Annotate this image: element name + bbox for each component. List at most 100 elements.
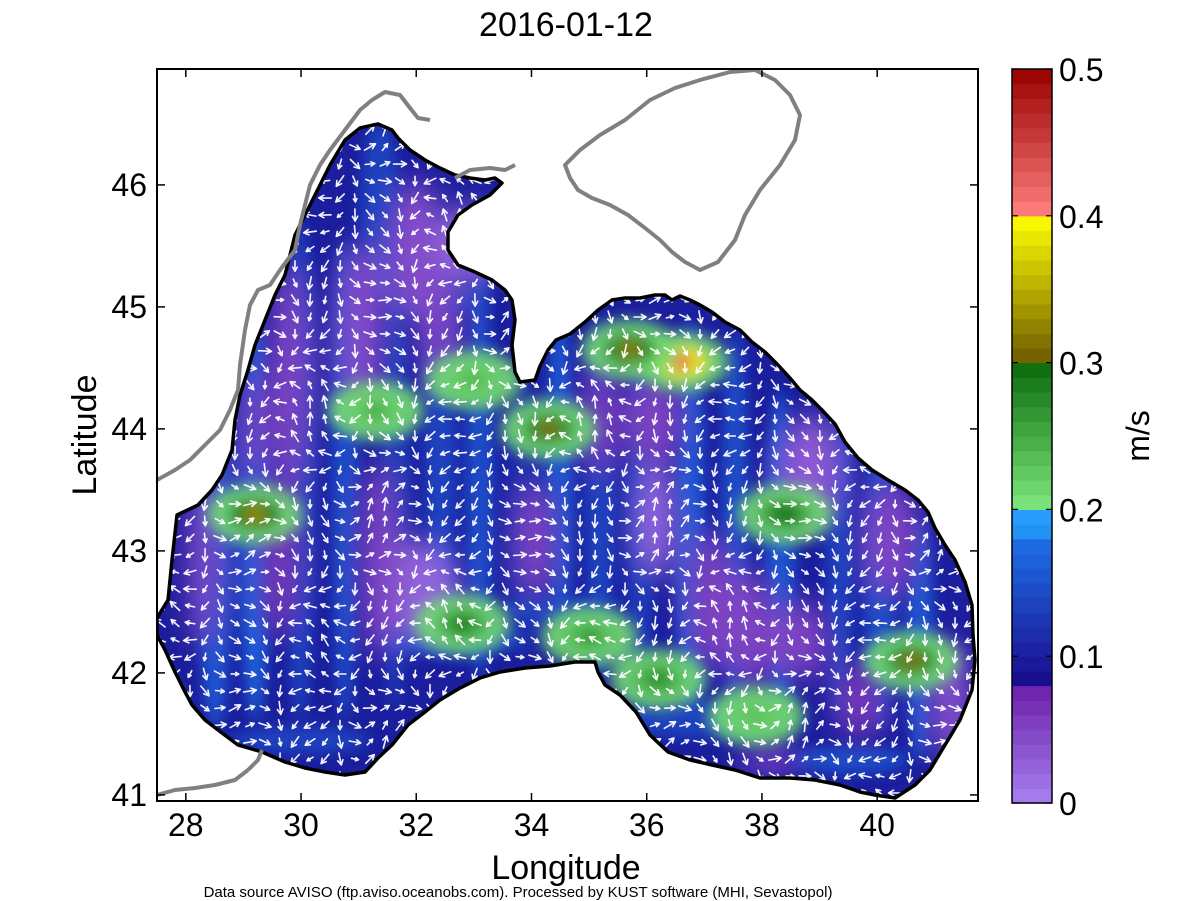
velocity-arrow <box>532 312 538 322</box>
velocity-arrow <box>216 395 223 409</box>
velocity-arrow <box>951 632 959 648</box>
velocity-arrow <box>348 551 362 559</box>
velocity-arrow <box>184 380 196 390</box>
velocity-arrow <box>769 500 781 508</box>
velocity-arrow <box>516 279 524 287</box>
velocity-arrow <box>364 721 376 729</box>
velocity-arrow <box>442 702 449 714</box>
velocity-arrow <box>487 499 493 509</box>
velocity-arrow <box>321 430 329 442</box>
velocity-arrow <box>602 364 618 372</box>
velocity-arrow <box>604 636 616 643</box>
velocity-arrow <box>531 224 539 240</box>
velocity-arrow <box>757 499 763 509</box>
velocity-arrow <box>214 551 226 559</box>
velocity-arrow <box>784 125 796 135</box>
velocity-arrow <box>573 772 587 780</box>
velocity-arrow <box>515 243 525 255</box>
velocity-arrow <box>832 565 839 579</box>
velocity-arrow <box>921 158 929 170</box>
velocity-arrow <box>785 566 795 578</box>
velocity-arrow <box>335 654 345 660</box>
velocity-arrow <box>169 432 181 440</box>
velocity-arrow <box>529 482 541 492</box>
velocity-arrow <box>498 755 512 763</box>
velocity-arrow <box>755 569 765 575</box>
velocity-arrow <box>875 159 885 169</box>
velocity-arrow <box>620 501 630 507</box>
velocity-arrow <box>512 500 528 508</box>
velocity-arrow <box>231 484 239 490</box>
velocity-arrow <box>515 654 525 660</box>
colorbar-tick-label: 0.4 <box>1059 199 1103 235</box>
velocity-arrow <box>902 517 918 525</box>
velocity-arrow <box>412 430 419 442</box>
velocity-arrow <box>933 738 947 745</box>
velocity-arrow <box>277 345 284 357</box>
velocity-arrow <box>367 363 373 373</box>
velocity-arrow <box>321 276 328 290</box>
colorbar-swatch <box>1012 333 1052 349</box>
velocity-arrow <box>201 260 208 272</box>
velocity-arrow <box>185 533 195 543</box>
velocity-arrow <box>873 636 887 643</box>
velocity-arrow <box>772 414 778 424</box>
velocity-arrow <box>393 533 407 543</box>
velocity-arrow <box>232 295 238 305</box>
velocity-arrow <box>889 620 901 627</box>
velocity-arrow <box>648 160 662 168</box>
velocity-arrow <box>273 398 287 406</box>
velocity-arrow <box>456 484 464 490</box>
velocity-arrow <box>306 293 314 307</box>
velocity-arrow <box>486 412 494 426</box>
velocity-arrow <box>349 787 361 798</box>
velocity-arrow <box>352 243 358 255</box>
velocity-arrow <box>858 245 872 253</box>
velocity-arrow <box>560 548 570 562</box>
x-tick-label: 32 <box>398 807 434 843</box>
velocity-arrow <box>547 601 553 611</box>
velocity-arrow <box>382 397 388 407</box>
velocity-arrow <box>290 467 300 473</box>
velocity-arrow <box>351 328 359 340</box>
velocity-arrow <box>367 413 373 425</box>
velocity-arrow <box>590 347 600 355</box>
velocity-arrow <box>861 191 869 205</box>
velocity-arrow <box>951 296 959 304</box>
velocity-arrow <box>636 228 644 236</box>
velocity-arrow <box>903 313 917 321</box>
velocity-arrow <box>798 483 812 491</box>
velocity-arrow <box>919 348 931 355</box>
velocity-arrow <box>516 428 524 444</box>
velocity-arrow <box>936 514 944 528</box>
velocity-arrow <box>739 280 751 286</box>
velocity-arrow <box>201 634 209 646</box>
velocity-arrow <box>319 328 331 340</box>
velocity-arrow <box>396 650 404 664</box>
velocity-arrow <box>708 278 722 288</box>
colorbar-swatch <box>1012 480 1052 496</box>
velocity-arrow <box>322 295 328 305</box>
velocity-arrow <box>950 739 960 745</box>
velocity-arrow <box>501 445 509 461</box>
velocity-arrow <box>182 585 198 593</box>
velocity-arrow <box>784 518 796 524</box>
y-tick-label: 41 <box>111 777 147 813</box>
velocity-arrow <box>528 670 542 678</box>
velocity-arrow <box>502 414 508 424</box>
velocity-arrow <box>412 345 419 357</box>
velocity-arrow <box>426 345 433 357</box>
velocity-arrow <box>665 481 675 493</box>
velocity-arrow <box>678 126 692 134</box>
velocity-arrow <box>844 483 856 491</box>
velocity-arrow <box>814 687 826 695</box>
velocity-arrow <box>664 450 676 457</box>
velocity-arrow <box>349 414 361 424</box>
velocity-arrow <box>304 688 316 694</box>
velocity-arrow <box>739 262 751 269</box>
velocity-arrow <box>723 279 737 287</box>
velocity-arrow <box>499 210 511 220</box>
velocity-arrow <box>903 568 917 576</box>
velocity-arrow <box>276 159 284 169</box>
velocity-arrow <box>681 582 689 596</box>
